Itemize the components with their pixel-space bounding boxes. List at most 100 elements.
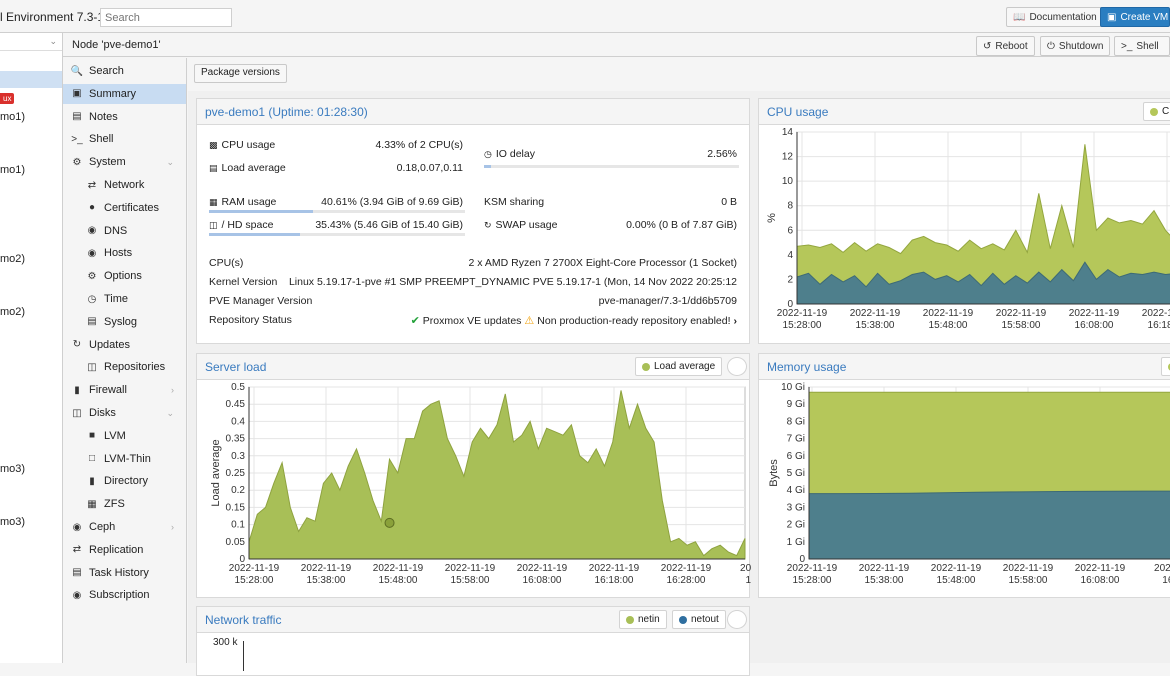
nav-item-disks[interactable]: ◫ Disks ⌄: [63, 403, 186, 423]
create-vm-button[interactable]: ▣ Create VM: [1100, 7, 1170, 27]
load-average-value: 0.18,0.07,0.11: [396, 162, 463, 174]
y-tick-label: 6: [787, 225, 793, 236]
gear-icon: ⚙: [87, 270, 97, 282]
repo-status-value[interactable]: ✔ Proxmox VE updates ⚠ Non production-re…: [411, 314, 737, 328]
tree-item[interactable]: mo2): [0, 253, 26, 265]
nav-item-replication[interactable]: ⇄ Replication: [63, 540, 186, 560]
nav-item-time[interactable]: ◷ Time: [63, 289, 186, 309]
y-tick-label: 0.1: [231, 520, 245, 531]
grid-icon: ▦: [87, 498, 97, 510]
tree-item[interactable]: mo3): [0, 516, 26, 528]
nav-item-subscription[interactable]: ◉ Subscription: [63, 585, 186, 605]
x-tick-label: 2022-11: [1154, 563, 1170, 574]
legend-dot: [1168, 362, 1170, 371]
x-tick-label: 2022-11-19: [1069, 308, 1120, 319]
memory-legend-button[interactable]: [1161, 357, 1170, 376]
nav-item-notes[interactable]: ▤ Notes: [63, 107, 186, 127]
y-tick-label: 7 Gi: [787, 434, 805, 445]
search-input[interactable]: [100, 8, 232, 27]
netout-legend-button[interactable]: netout: [672, 610, 726, 629]
reboot-button[interactable]: ↺ Reboot: [976, 36, 1035, 56]
nav-item-dns[interactable]: ◉ DNS: [63, 221, 186, 241]
refresh-icon: ↻: [72, 339, 82, 351]
tree-item[interactable]: mo2): [0, 306, 26, 318]
package-versions-button[interactable]: Package versions: [194, 64, 287, 83]
y-tick-label: 0.05: [226, 537, 246, 548]
shutdown-button[interactable]: ⏻ Shutdown: [1040, 36, 1111, 56]
x-tick-label: 2022-11-19: [923, 308, 974, 319]
nav-item-options[interactable]: ⚙ Options: [63, 266, 186, 286]
nav-item-label: Subscription: [89, 589, 150, 602]
nav-item-system[interactable]: ⚙ System ⌄: [63, 152, 186, 172]
y-tick-label: 0.3: [231, 451, 245, 462]
nav-item-repositories[interactable]: ◫ Repositories: [63, 357, 186, 377]
nav-item-zfs[interactable]: ▦ ZFS: [63, 494, 186, 514]
tree-item[interactable]: mo3): [0, 463, 26, 475]
tree-item[interactable]: mo1): [0, 164, 26, 176]
y-tick-label: 14: [782, 127, 794, 138]
nav-item-directory[interactable]: ▮ Directory: [63, 471, 186, 491]
nav-item-lvm[interactable]: ■ LVM: [63, 426, 186, 446]
cpu-legend-button[interactable]: CP: [1143, 102, 1170, 121]
view-selector[interactable]: ⌄: [0, 33, 62, 51]
nav-item-label: ZFS: [104, 498, 125, 511]
square-icon: ■: [88, 430, 96, 442]
ram-usage-bar: [209, 210, 465, 213]
nav-item-label: Task History: [89, 566, 149, 579]
network-options-button[interactable]: [727, 610, 747, 629]
y-tick-label: 9 Gi: [787, 399, 805, 410]
x-tick-label: 15:48:00: [379, 575, 418, 586]
nav-item-search[interactable]: 🔍 Search: [63, 61, 186, 81]
network-icon: ⇄: [87, 179, 97, 191]
series-area: [808, 490, 1170, 560]
load-options-button[interactable]: [727, 357, 747, 376]
x-tick-label: 2022-11-19: [1142, 308, 1170, 319]
y-tick-label: 8 Gi: [787, 416, 805, 427]
cpu-usage-panel: CPU usage CP 024681012142022-11-1915:28:…: [758, 98, 1170, 344]
tree-item-selected[interactable]: [0, 71, 62, 88]
nav-item-task-history[interactable]: ▤ Task History: [63, 563, 186, 583]
nav-item-certificates[interactable]: ● Certificates: [63, 198, 186, 218]
nav-item-shell[interactable]: >_ Shell: [63, 129, 186, 149]
load-legend-button[interactable]: Load average: [635, 357, 723, 376]
tree-item[interactable]: mo1): [0, 111, 26, 123]
nav-item-ceph[interactable]: ◉ Ceph ›: [63, 517, 186, 537]
pve-manager-value: pve-manager/7.3-1/dd6b5709: [598, 295, 737, 307]
documentation-button[interactable]: 📖 Documentation: [1006, 7, 1104, 27]
nav-item-summary[interactable]: ▣ Summary: [63, 83, 186, 104]
nav-item-network[interactable]: ⇄ Network: [63, 175, 186, 195]
resource-tree: ⌄ ux mo1) mo1) mo2) mo2) mo3) mo3): [0, 33, 63, 663]
ceph-icon: ◉: [72, 521, 82, 533]
hdd-icon: ◫: [72, 407, 82, 419]
nav-item-label: Options: [104, 270, 142, 283]
legend-dot: [642, 362, 650, 371]
cpu-usage-value: 4.33% of 2 CPU(s): [375, 139, 463, 151]
y-tick-label: 0.2: [231, 485, 245, 496]
y-tick-label: 0.35: [226, 434, 246, 445]
hover-point: [384, 517, 395, 528]
nav-item-updates[interactable]: ↻ Updates: [63, 335, 186, 355]
y-tick-label: 10 Gi: [781, 382, 805, 393]
x-tick-label: 2022-11-19: [301, 563, 352, 574]
square-outline-icon: □: [88, 453, 96, 465]
nav-item-hosts[interactable]: ◉ Hosts: [63, 243, 186, 263]
x-tick-label: 16:08:00: [1081, 575, 1120, 586]
io-delay-bar: [484, 165, 739, 168]
memory-usage-panel: Memory usage 0 1 Gi 2 Gi 3 Gi 4 Gi 5 Gi 6 Gi 7 …: [758, 353, 1170, 598]
nav-item-label: Directory: [104, 475, 149, 488]
x-tick-label: 15:28:00: [783, 320, 822, 331]
memory-icon: ▦: [209, 197, 218, 207]
chevron-icon: ›: [171, 385, 174, 396]
y-tick-label: 0.25: [226, 468, 246, 479]
nav-item-syslog[interactable]: ▤ Syslog: [63, 312, 186, 332]
nav-item-label: Hosts: [104, 247, 133, 260]
nav-item-lvm-thin[interactable]: □ LVM-Thin: [63, 449, 186, 469]
warning-icon: ⚠: [524, 315, 535, 327]
y-tick-label: 6 Gi: [787, 451, 805, 462]
shell-button[interactable]: >_ Shell: [1114, 36, 1170, 56]
nav-item-firewall[interactable]: ▮ Firewall ›: [63, 380, 186, 400]
io-delay-label: ◷ IO delay: [484, 148, 535, 160]
netin-legend-button[interactable]: netin: [619, 610, 667, 629]
y-tick-label: 2: [787, 274, 793, 285]
cpu-usage-label: ▩ CPU usage: [209, 139, 276, 151]
